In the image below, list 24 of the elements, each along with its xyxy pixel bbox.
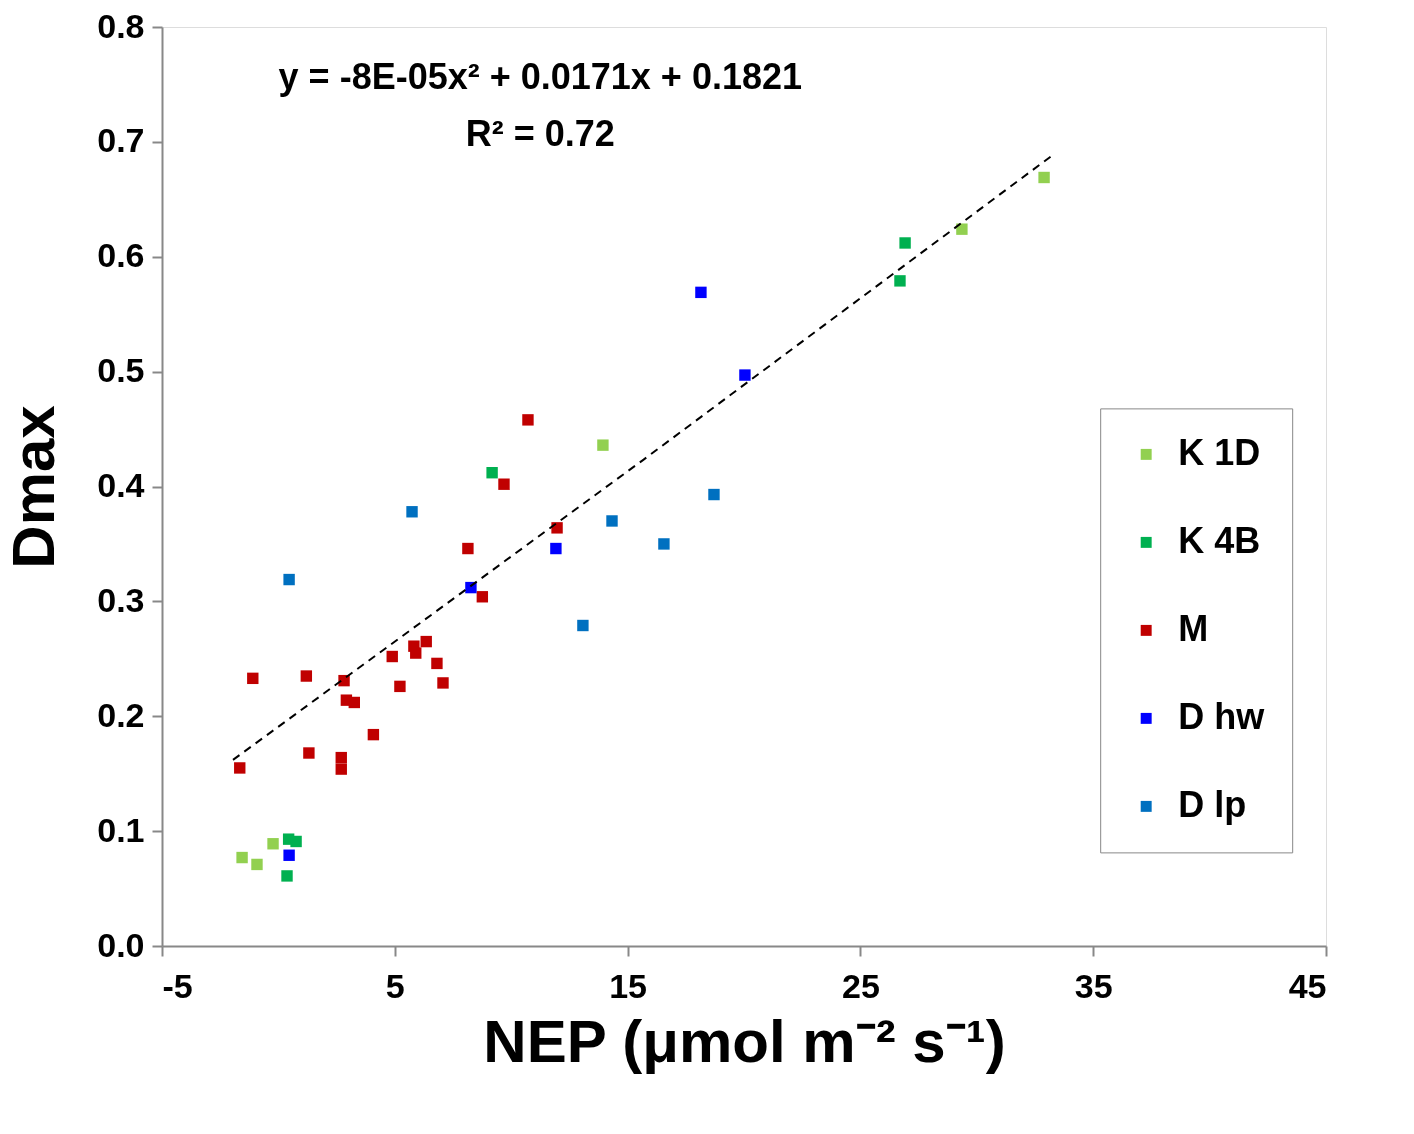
annotation: y = -8E-05x² + 0.0171x + 0.1821 [278, 55, 802, 97]
legend-label: D lp [1178, 784, 1247, 826]
legend-label: K 4B [1178, 520, 1261, 562]
annotation: R² = 0.72 [465, 113, 615, 155]
y-tick-label: 0.7 [97, 121, 145, 160]
x-tick-label: 45 [1288, 966, 1327, 1005]
x-axis-title: NEP (μmol m⁻² s⁻¹) [483, 1007, 1006, 1075]
x-tick-label: 25 [841, 966, 880, 1005]
y-tick-label: 0.3 [97, 580, 145, 619]
legend-label: K 1D [1178, 432, 1261, 474]
x-tick-label: 15 [609, 966, 648, 1005]
x-tick-label: 35 [1074, 966, 1113, 1005]
legend-label: M [1178, 608, 1209, 650]
y-tick-label: 0.1 [97, 810, 145, 849]
legend-label: D hw [1178, 696, 1266, 738]
y-axis-title: Dmax [0, 405, 68, 569]
y-tick-label: 0.5 [97, 351, 145, 390]
y-tick-label: 0.8 [97, 6, 145, 45]
x-tick-label: 5 [385, 966, 405, 1005]
y-tick-label: 0.4 [97, 466, 145, 504]
y-tick-label: 0.2 [97, 695, 145, 734]
y-tick-label: 0.6 [97, 236, 145, 275]
y-tick-label: 0.0 [97, 925, 145, 964]
x-tick-label: -5 [162, 966, 193, 1005]
